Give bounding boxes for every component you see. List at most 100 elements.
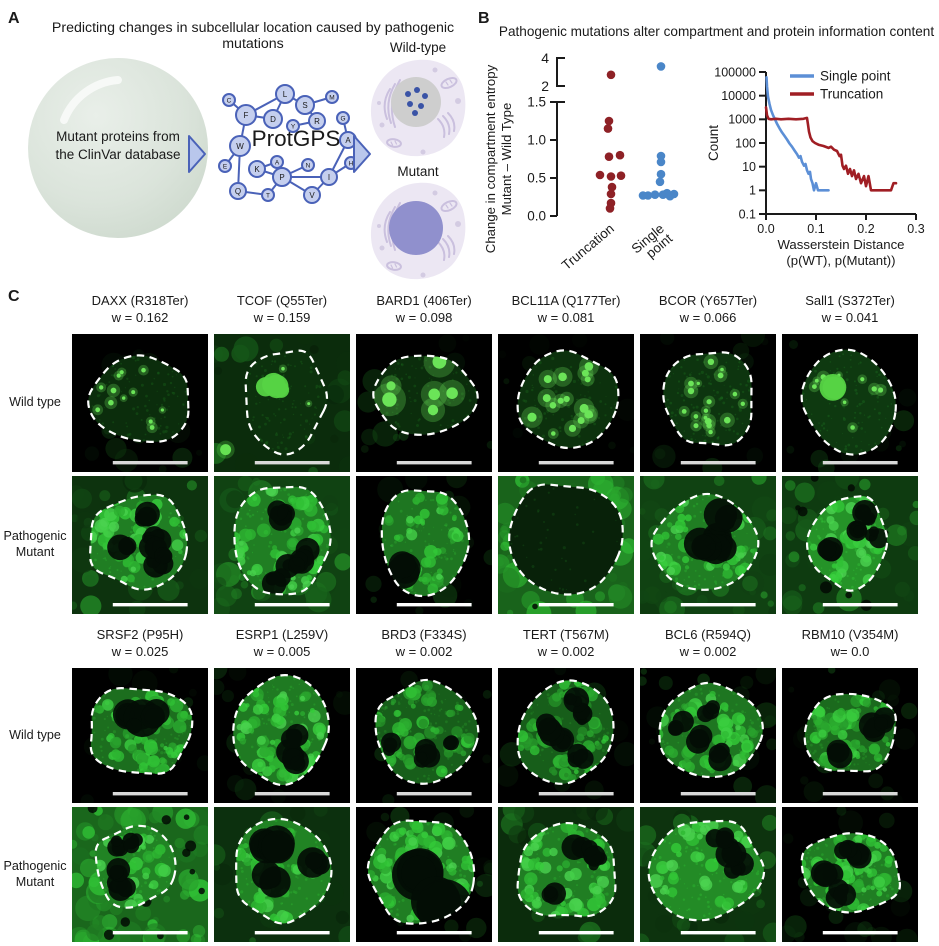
svg-text:P: P — [279, 173, 284, 182]
svg-text:100000: 100000 — [714, 65, 756, 79]
svg-text:T: T — [266, 192, 270, 199]
panel-c-label: C — [8, 288, 20, 305]
svg-text:Change in compartment entropy: Change in compartment entropy — [483, 64, 498, 253]
microscopy-image — [356, 668, 492, 803]
microscopy-image — [782, 668, 918, 803]
svg-text:0.2: 0.2 — [857, 222, 874, 236]
row-label: Wild type — [9, 727, 61, 742]
microscopy-image — [498, 668, 634, 803]
gene-label: BRD3 (F334S) — [381, 627, 467, 643]
gene-label: DAXX (R318Ter) — [91, 293, 189, 309]
svg-text:(p(WT), p(Mutant)): (p(WT), p(Mutant)) — [786, 253, 895, 268]
gene-label: Sall1 (S372Ter) — [805, 293, 895, 309]
wildtype-cell-diagram — [370, 59, 466, 157]
microscopy-image — [356, 807, 492, 942]
panel-b-title: Pathogenic mutations alter compartment a… — [498, 24, 935, 39]
w-value: w= 0.0 — [830, 644, 870, 660]
gene-label: BCOR (Y657Ter) — [658, 293, 758, 309]
w-value: w = 0.002 — [395, 644, 453, 660]
svg-text:Q: Q — [235, 187, 241, 196]
svg-text:Single point: Single point — [820, 69, 891, 84]
microscopy-image — [498, 476, 634, 614]
svg-text:Wasserstein Distance: Wasserstein Distance — [777, 237, 904, 252]
microscopy-image — [356, 476, 492, 614]
microscopy-image — [498, 334, 634, 472]
w-value: w = 0.005 — [253, 644, 311, 660]
microscopy-image — [72, 668, 208, 803]
svg-text:G: G — [340, 115, 345, 122]
gene-label: ESRP1 (L259V) — [235, 627, 329, 643]
svg-text:Truncation: Truncation — [820, 87, 883, 102]
svg-text:0.1: 0.1 — [739, 207, 756, 221]
microscopy-image — [72, 807, 208, 942]
microscopy-image — [640, 668, 776, 803]
microscopy-image — [214, 668, 350, 803]
svg-text:D: D — [270, 115, 276, 124]
svg-text:0.0: 0.0 — [757, 222, 774, 236]
svg-text:K: K — [254, 165, 260, 174]
svg-text:0.0: 0.0 — [527, 209, 546, 224]
column-header: TCOF (Q55Ter) w = 0.159 — [214, 286, 350, 330]
svg-text:1.0: 1.0 — [527, 133, 546, 148]
flow-arrow-icon — [353, 135, 371, 173]
svg-text:2: 2 — [541, 78, 549, 94]
wildtype-cell-label: Wild-type — [389, 40, 447, 55]
svg-text:1: 1 — [749, 184, 756, 198]
svg-text:Count: Count — [706, 125, 721, 161]
column-header: TERT (T567M) w = 0.002 — [498, 618, 634, 664]
svg-text:Mutant – Wild Type: Mutant – Wild Type — [499, 103, 514, 216]
gene-label: TCOF (Q55Ter) — [236, 293, 328, 309]
svg-text:0.1: 0.1 — [807, 222, 824, 236]
gene-label: BCL6 (R594Q) — [665, 627, 751, 643]
grid-corner — [4, 286, 66, 330]
column-header: BRD3 (F334S) w = 0.002 — [356, 618, 492, 664]
column-header: BARD1 (406Ter) w = 0.098 — [356, 286, 492, 330]
column-header: Sall1 (S372Ter) w = 0.041 — [782, 286, 918, 330]
w-value: w = 0.066 — [679, 310, 737, 326]
svg-text:0.3: 0.3 — [907, 222, 924, 236]
microscopy-image — [782, 476, 918, 614]
microscopy-image — [72, 476, 208, 614]
row-label: Wild type — [9, 395, 61, 410]
clinvar-database-circle — [28, 58, 208, 238]
microscopy-image — [498, 807, 634, 942]
microscopy-image — [214, 476, 350, 614]
svg-text:100: 100 — [735, 136, 756, 150]
microscopy-image — [214, 334, 350, 472]
column-header: BCOR (Y657Ter) w = 0.066 — [640, 286, 776, 330]
svg-text:H: H — [349, 160, 354, 167]
column-header: RBM10 (V354M) w= 0.0 — [782, 618, 918, 664]
microscopy-image — [214, 807, 350, 942]
w-value: w = 0.002 — [537, 644, 595, 660]
clinvar-database-text: Mutant proteins from the ClinVar databas… — [55, 129, 181, 163]
svg-text:10000: 10000 — [721, 89, 756, 103]
mutant-cell-diagram — [370, 182, 466, 280]
microscopy-image — [782, 807, 918, 942]
w-value: w = 0.162 — [111, 310, 169, 326]
panel-b-label: B — [478, 10, 490, 27]
svg-text:A: A — [275, 159, 280, 166]
column-header: BCL6 (R594Q) w = 0.002 — [640, 618, 776, 664]
microscopy-image — [356, 334, 492, 472]
svg-text:1.5: 1.5 — [527, 95, 546, 110]
svg-text:10: 10 — [742, 160, 756, 174]
svg-text:W: W — [236, 142, 244, 151]
svg-text:I: I — [328, 173, 330, 182]
svg-text:R: R — [314, 117, 320, 126]
svg-text:A: A — [345, 136, 351, 145]
entropy-dotplot-chart: 4 2 0.0 0.5 1.0 1.5 Change in compartment entr… — [483, 50, 679, 273]
svg-text:Y: Y — [291, 123, 296, 130]
microscopy-image — [640, 334, 776, 472]
row-label: Pathogenic Mutant — [3, 858, 67, 889]
w-value: w = 0.081 — [537, 310, 595, 326]
w-value: w = 0.098 — [395, 310, 453, 326]
svg-text:C: C — [227, 97, 232, 104]
panel-a-label: A — [8, 10, 20, 27]
svg-text:N: N — [306, 162, 311, 169]
svg-text:Truncation: Truncation — [559, 221, 617, 273]
gene-label: TERT (T567M) — [522, 627, 610, 643]
panel-a-title: Predicting changes in subcellular locati… — [51, 20, 455, 52]
